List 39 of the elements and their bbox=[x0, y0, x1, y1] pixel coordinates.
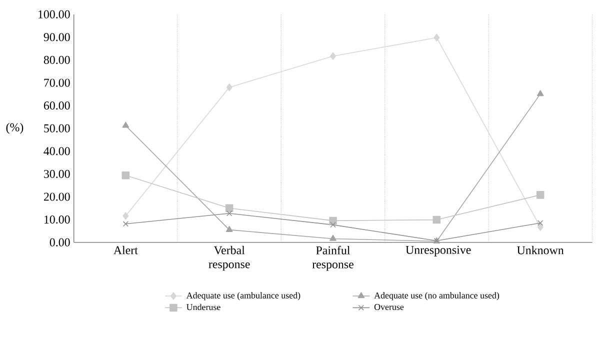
point bbox=[122, 171, 130, 180]
point bbox=[226, 226, 233, 232]
y-tick-label: 100.00 bbox=[38, 10, 70, 18]
y-tick-label: 90.00 bbox=[44, 32, 70, 42]
y-tick-label: 50.00 bbox=[44, 124, 70, 132]
point bbox=[536, 90, 544, 96]
x-tick-label: Painful response bbox=[312, 246, 354, 271]
point bbox=[226, 83, 232, 92]
y-tick-label: 10.00 bbox=[44, 215, 70, 224]
x-tick-label: Unresponsive bbox=[406, 246, 471, 256]
y-tick-label: 70.00 bbox=[44, 78, 70, 87]
legend-label: Underuse bbox=[186, 304, 220, 310]
point bbox=[432, 216, 441, 224]
point bbox=[225, 204, 234, 212]
y-axis-title: (%) bbox=[6, 122, 24, 134]
y-tick-label: 0.00 bbox=[50, 238, 70, 246]
point bbox=[122, 212, 129, 220]
legend-label: Overuse bbox=[374, 304, 404, 310]
point bbox=[122, 220, 129, 227]
point bbox=[537, 220, 544, 226]
point bbox=[226, 210, 232, 216]
legend-label: Adequate use (no ambulance used) bbox=[374, 292, 500, 300]
legend-label: Adequate use (ambulance used) bbox=[186, 292, 300, 300]
point bbox=[330, 234, 336, 241]
x-tick-label: Unknown bbox=[517, 246, 564, 254]
point bbox=[536, 190, 544, 199]
point bbox=[434, 34, 440, 42]
point bbox=[330, 52, 336, 60]
y-tick-label: 20.00 bbox=[44, 192, 70, 201]
point bbox=[537, 223, 544, 231]
x-tick-label: Verbal response bbox=[208, 246, 250, 271]
point bbox=[329, 216, 337, 224]
y-tick-label: 40.00 bbox=[44, 146, 70, 156]
point bbox=[122, 122, 130, 128]
x-tick-label: Alert bbox=[114, 246, 138, 254]
y-tick-label: 30.00 bbox=[44, 170, 70, 178]
y-tick-label: 80.00 bbox=[44, 56, 70, 64]
y-tick-label: 60.00 bbox=[44, 101, 70, 110]
point bbox=[330, 222, 336, 228]
